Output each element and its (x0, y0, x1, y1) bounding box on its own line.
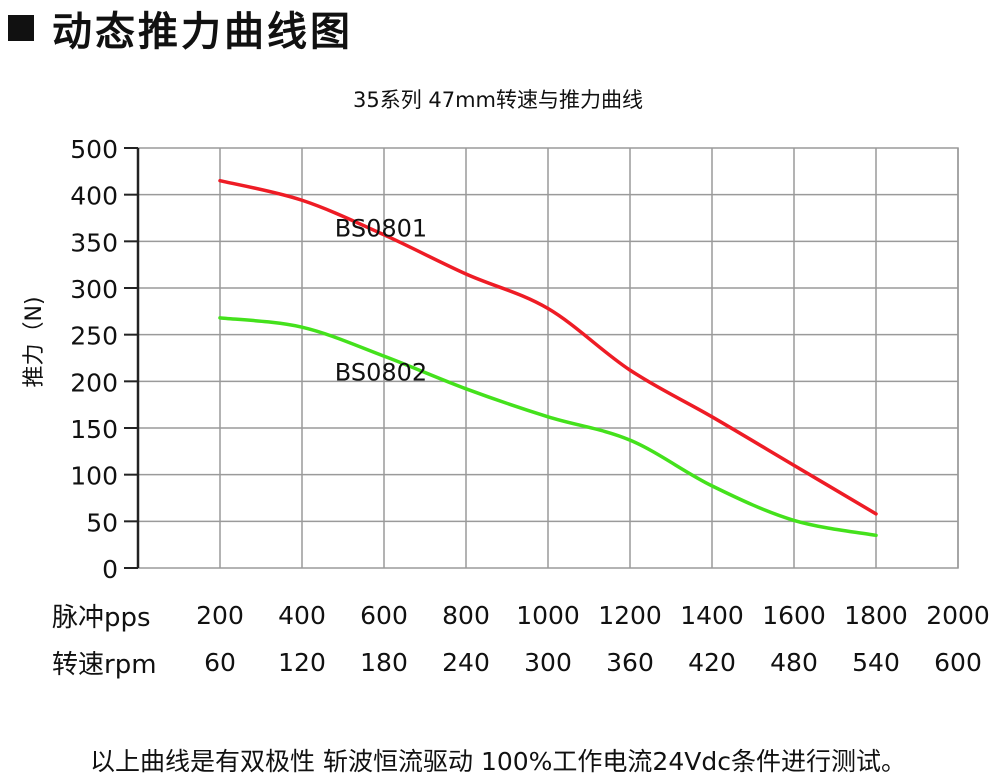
x-tick-label-pps: 600 (360, 601, 408, 630)
chart-title: 35系列 47mm转速与推力曲线 (352, 88, 644, 112)
x-tick-label-rpm: 60 (204, 648, 236, 677)
y-tick-label: 50 (86, 508, 118, 537)
y-tick-label: 300 (70, 275, 118, 304)
x-tick-label-pps: 400 (278, 601, 326, 630)
y-tick-label: 100 (70, 462, 118, 491)
x-row2-label: 转速rpm (52, 650, 157, 680)
x-tick-label-rpm: 420 (688, 648, 736, 677)
series-label: BS0801 (335, 215, 427, 243)
series-line-bs0801 (218, 178, 878, 516)
x-tick-label-pps: 1200 (598, 601, 662, 630)
y-tick-label: 250 (70, 322, 118, 351)
x-row1-label: 脉冲pps (52, 603, 151, 633)
heading-square-icon (8, 15, 34, 41)
x-tick-label-pps: 1400 (680, 601, 744, 630)
x-tick-label-rpm: 540 (852, 648, 900, 677)
x-tick-label-pps: 1000 (516, 601, 580, 630)
x-tick-label-rpm: 120 (278, 648, 326, 677)
series-label: BS0802 (335, 358, 427, 386)
y-tick-label: 150 (70, 415, 118, 444)
x-tick-label-pps: 800 (442, 601, 490, 630)
y-tick-label: 500 (70, 135, 118, 164)
x-tick-label-pps: 1800 (844, 601, 908, 630)
y-tick-label: 400 (70, 182, 118, 211)
x-tick-label-pps: 2000 (926, 601, 990, 630)
footnote: 以上曲线是有双极性 斩波恒流驱动 100%工作电流24Vdc条件进行测试。 (90, 747, 906, 776)
x-tick-label-rpm: 300 (524, 648, 572, 677)
x-tick-label-rpm: 480 (770, 648, 818, 677)
x-tick-label-rpm: 360 (606, 648, 654, 677)
y-tick-label: 200 (70, 368, 118, 397)
y-tick-label: 0 (102, 555, 118, 584)
x-tick-label-pps: 200 (196, 601, 244, 630)
y-tick-label: 350 (70, 228, 118, 257)
page-heading: 动态推力曲线图 (8, 2, 353, 55)
x-tick-label-rpm: 600 (934, 648, 982, 677)
x-tick-label-rpm: 240 (442, 648, 490, 677)
y-axis-label: 推力（N) (22, 296, 47, 388)
x-tick-label-rpm: 180 (360, 648, 408, 677)
heading-text: 动态推力曲线图 (52, 9, 353, 55)
x-tick-label-pps: 1600 (762, 601, 826, 630)
series-line-bs0802 (218, 316, 878, 538)
